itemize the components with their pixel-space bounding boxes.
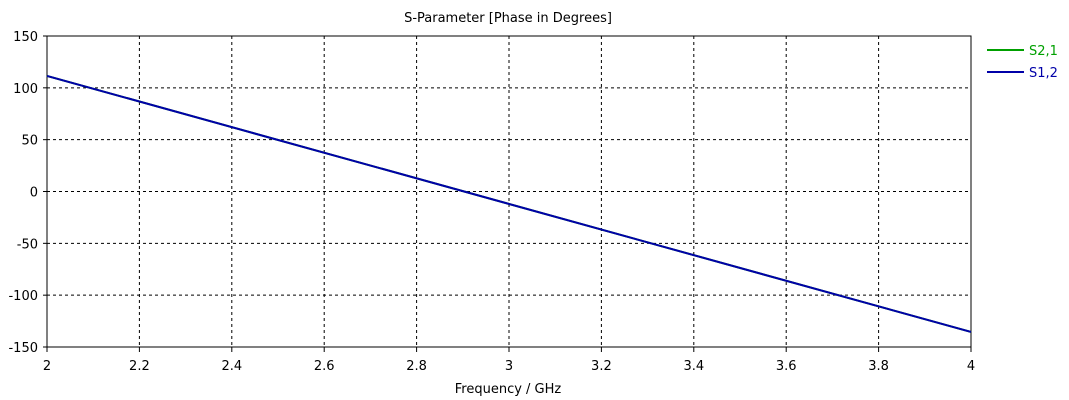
y-tick-label: -50 [17,237,38,252]
x-tick-label: 3 [505,359,513,374]
x-tick-label: 3.4 [683,359,704,374]
chart-title: S-Parameter [Phase in Degrees] [404,11,612,26]
y-axis: 150 100 50 0 -50 -100 -150 [8,30,47,356]
legend-entry-S21[interactable]: S2,1 [1029,44,1058,59]
x-tick-label: 2 [43,359,51,374]
y-tick-label: 0 [30,186,38,201]
y-tick-label: -150 [8,341,38,356]
x-tick-label: 3.6 [776,359,797,374]
y-tick-label: 50 [21,134,38,149]
x-tick-label: 2.8 [406,359,427,374]
series-layer [46,74,972,333]
grid [47,36,971,347]
legend-entry-S12[interactable]: S1,2 [1029,66,1058,81]
legend[interactable]: S2,1 S1,2 [987,44,1058,81]
y-tick-label: 150 [13,30,38,45]
x-tick-label: 3.8 [868,359,889,374]
x-tick-label: 2.4 [221,359,242,374]
series-line-S12 [46,74,972,333]
x-tick-label: 2.6 [314,359,335,374]
y-tick-label: 100 [13,82,38,97]
x-tick-label: 2.2 [129,359,150,374]
x-tick-label: 3.2 [591,359,612,374]
x-axis-label: Frequency / GHz [455,382,562,397]
x-axis: 2 2.2 2.4 2.6 2.8 3 3.2 3.4 3.6 3.8 4 [43,347,975,374]
y-tick-label: -100 [8,289,38,304]
x-tick-label: 4 [967,359,975,374]
